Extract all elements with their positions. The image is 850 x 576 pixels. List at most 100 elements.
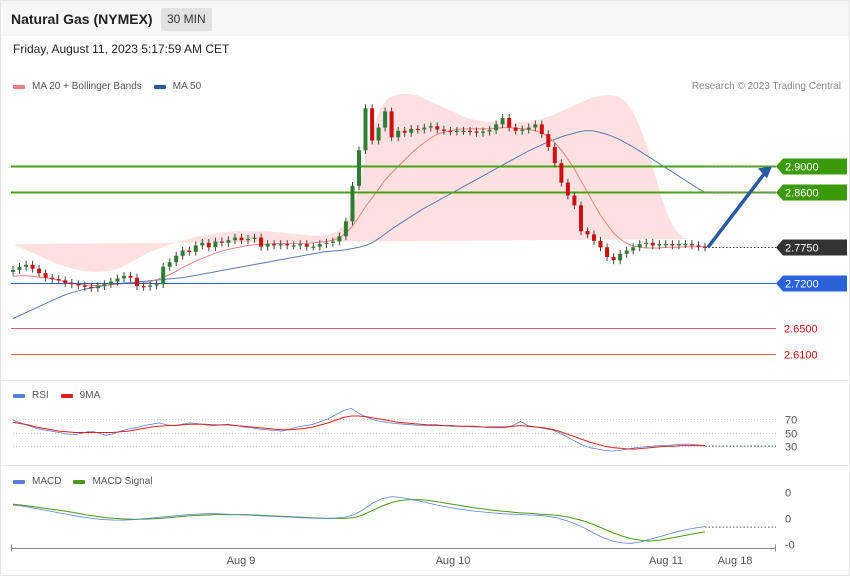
candle-body [513,127,518,131]
candle-body [526,127,531,130]
rsi-tick-label: 50 [785,429,797,441]
ma50-legend-label: MA 50 [172,81,202,92]
candle-body [383,111,388,128]
candle-body [226,240,231,243]
candle-body [670,244,675,246]
candle-body [148,285,153,287]
candle-body [141,286,146,288]
x-tick-label: Aug 11 [649,555,683,567]
candle-body [37,268,42,274]
candle-body [82,285,87,287]
candle-body [415,128,420,131]
candle-body [631,247,636,251]
candle-body [304,244,309,247]
candle-body [468,130,472,132]
candle-body [507,117,512,128]
candle-body [239,237,244,241]
candle-body [565,182,570,196]
panel-divider [1,465,849,466]
x-tick-label: Aug 10 [436,555,471,567]
candle-body [95,286,100,289]
candle-body [63,280,68,283]
candle-body [246,238,250,241]
candle-body [213,241,218,248]
resistance-level-tag [776,184,847,201]
candle-body [552,147,557,164]
candle-body [30,264,35,269]
target-level-label: 2.6500 [784,324,818,336]
macd-signal-legend-label: MACD Signal [92,476,153,487]
panel-divider [1,380,849,381]
candle-body [533,124,538,128]
candle-body [174,255,179,263]
candle-body [50,277,55,279]
research-credit: Research © 2023 Trading Central [691,81,841,92]
candle-body [343,221,348,237]
support-level-tag [776,275,847,292]
candle-body [43,273,48,278]
candle-body [598,240,603,248]
candle-body [311,246,316,248]
candle-body [24,264,29,267]
candle-body [683,244,688,246]
candle-body [579,205,583,232]
candle-body [285,244,290,246]
candle-body [461,130,466,132]
candle-body [219,241,224,243]
candle-body [376,127,381,141]
candle-body [637,244,642,248]
candle-body [161,266,166,285]
candle-body [676,244,681,246]
macd-line [12,496,706,544]
candle-body [265,244,270,247]
candle-body [441,129,446,131]
main-legend: MA 20 + Bollinger Bands MA 50 [13,81,201,92]
timeframe-badge[interactable]: 30 MIN [161,8,212,31]
current-level-tag [776,239,847,256]
rsi-ma9-legend-label: 9MA [79,390,101,401]
ma50-swatch [153,84,166,89]
candle-body [89,286,94,289]
candle-body [689,244,694,246]
candle-body [650,242,655,246]
candle-body [317,244,322,247]
candle-body [350,185,355,222]
bollinger-band [13,93,705,272]
candle-body [481,131,485,133]
candle-body [494,124,499,131]
candle-body [624,250,629,254]
candle-body [337,236,342,242]
ma20-swatch [13,84,25,89]
candle-body [474,131,479,133]
resistance-level-label: 2.8600 [785,188,819,200]
candle-body [572,195,577,206]
candle-body [644,242,649,245]
candle-body [357,150,361,186]
candle-body [696,245,701,247]
resistance-level-label: 2.9000 [785,162,819,174]
x-tick-label: Aug 18 [718,555,753,567]
candle-body [592,234,596,241]
target-level-label: 2.6100 [784,350,818,362]
candle-body [324,242,329,245]
candle-body [703,246,707,248]
macd-signal-swatch [73,479,86,484]
candle-body [428,126,433,128]
candle-body [402,130,407,133]
candle-body [154,284,159,286]
candle-body [115,278,120,282]
timestamp: Friday, August 11, 2023 5:17:59 AM CET [13,42,230,56]
rsi-ma9-line [12,415,705,450]
macd-tick-label: 0 [785,488,791,500]
ma20-legend-label: MA 20 + Bollinger Bands [32,81,142,92]
candle-body [422,127,427,130]
candle-body [76,284,81,286]
candle-body [252,237,257,239]
chart-header: Natural Gas (NYMEX) 30 MIN [1,1,849,36]
rsi-legend: RSI 9MA [13,390,100,401]
instrument-title: Natural Gas (NYMEX) [11,11,153,27]
candle-body [500,117,505,125]
rsi-swatch [13,393,25,398]
candle-body [272,244,277,246]
candle-body [102,284,107,287]
